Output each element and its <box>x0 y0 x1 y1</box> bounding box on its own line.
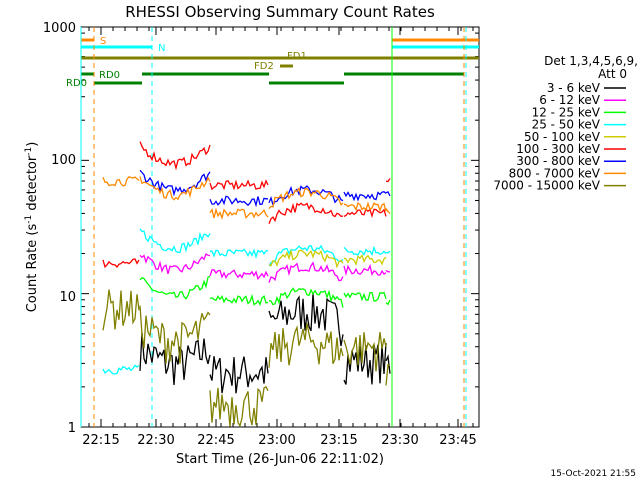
x-tick-label: 22:30 <box>137 433 174 448</box>
series-line <box>343 201 387 213</box>
series-line <box>343 190 387 202</box>
x-tick-label: 23:45 <box>439 433 476 448</box>
legend-label: 25 - 50 keV <box>532 118 601 132</box>
legend-label: 12 - 25 keV <box>532 105 601 119</box>
legend-title: Att 0 <box>598 67 627 81</box>
series-layer <box>102 141 391 428</box>
series-line <box>385 354 391 374</box>
series-line <box>268 202 344 225</box>
rd0-flag-label: RD0 <box>99 70 120 81</box>
y-axis-label: Count Rate (s-1 detector-1) <box>24 142 40 313</box>
timestamp: 15-Oct-2021 21:55 <box>551 469 636 479</box>
legend-label: 100 - 300 keV <box>516 142 600 156</box>
y-axis-tick-labels: 1 10 100 1000 <box>43 21 76 436</box>
y-axis-label-sup: -1 <box>24 147 34 156</box>
series-line <box>102 258 140 269</box>
y-axis-label-sup: -1 <box>24 215 34 224</box>
series-line <box>139 305 211 364</box>
series-line <box>343 291 387 302</box>
y-tick-label: 1000 <box>43 21 76 36</box>
series-line <box>139 253 211 274</box>
series-line <box>210 248 269 259</box>
y-tick-label: 10 <box>59 290 76 305</box>
fd1-flag-label: FD1 <box>287 51 307 62</box>
series-line <box>139 275 211 300</box>
axis-ticks <box>81 27 479 428</box>
series-line <box>139 141 211 171</box>
rd0-flag-label: RD0 <box>66 78 87 89</box>
legend-label: 800 - 7000 keV <box>509 166 601 180</box>
series-line <box>385 363 391 386</box>
legend-label: 50 - 100 keV <box>524 130 601 144</box>
series-line <box>385 269 391 273</box>
y-tick-label: 100 <box>51 153 76 168</box>
series-line <box>268 287 344 308</box>
series-line <box>343 332 387 372</box>
series-line <box>385 299 391 306</box>
series-line <box>343 253 387 267</box>
x-axis-tick-labels: 22:15 22:30 22:45 23:00 23:15 23:30 23:4… <box>82 433 476 448</box>
y-axis-label-part: detector <box>25 155 40 215</box>
x-tick-label: 23:30 <box>381 433 418 448</box>
series-line <box>268 244 344 267</box>
x-tick-label: 23:00 <box>258 433 295 448</box>
series-line <box>209 293 269 307</box>
series-line <box>102 289 140 331</box>
series-line <box>139 228 211 254</box>
x-axis-label: Start Time (26-Jun-06 22:11:02) <box>176 452 384 467</box>
series-line <box>268 261 344 283</box>
series-line <box>268 248 344 269</box>
time-markers <box>80 27 467 427</box>
fd2-flag-label: FD2 <box>254 61 274 72</box>
series-line <box>209 356 269 394</box>
series-line <box>102 176 140 187</box>
legend-label: 7000 - 15000 keV <box>493 179 600 193</box>
y-tick-label: 1 <box>68 421 76 436</box>
series-line <box>268 323 344 368</box>
y-axis-label-part: Count Rate (s <box>25 224 40 313</box>
series-line <box>209 269 269 281</box>
series-line <box>139 169 211 197</box>
legend-label: 3 - 6 keV <box>547 81 601 95</box>
series-line <box>209 386 269 428</box>
observing-flags: S N FD1 FD2 RD0 RD0 <box>66 36 479 89</box>
series-line <box>102 364 140 375</box>
series-line <box>343 263 387 276</box>
series-line <box>385 178 391 183</box>
saa-flag-label: S <box>100 36 106 47</box>
series-line <box>139 176 211 201</box>
y-axis-label-part: ) <box>25 142 40 147</box>
series-line <box>343 208 387 219</box>
series-line <box>385 208 391 215</box>
series-line <box>343 245 387 257</box>
x-tick-label: 22:15 <box>82 433 119 448</box>
x-tick-label: 22:45 <box>197 433 234 448</box>
chart-title: RHESSI Observing Summary Count Rates <box>125 3 435 21</box>
legend-title: Det 1,3,4,5,6,9, <box>544 54 638 68</box>
series-line <box>385 191 391 197</box>
series-line <box>209 195 268 208</box>
x-tick-label: 23:15 <box>320 433 357 448</box>
series-line <box>209 207 269 221</box>
series-line <box>385 250 391 254</box>
legend-label: 300 - 800 keV <box>516 154 600 168</box>
legend-label: 6 - 12 keV <box>539 93 601 107</box>
series-line <box>139 332 211 386</box>
series-line <box>209 179 269 191</box>
night-flag-label: N <box>158 43 165 54</box>
series-line <box>268 186 344 210</box>
